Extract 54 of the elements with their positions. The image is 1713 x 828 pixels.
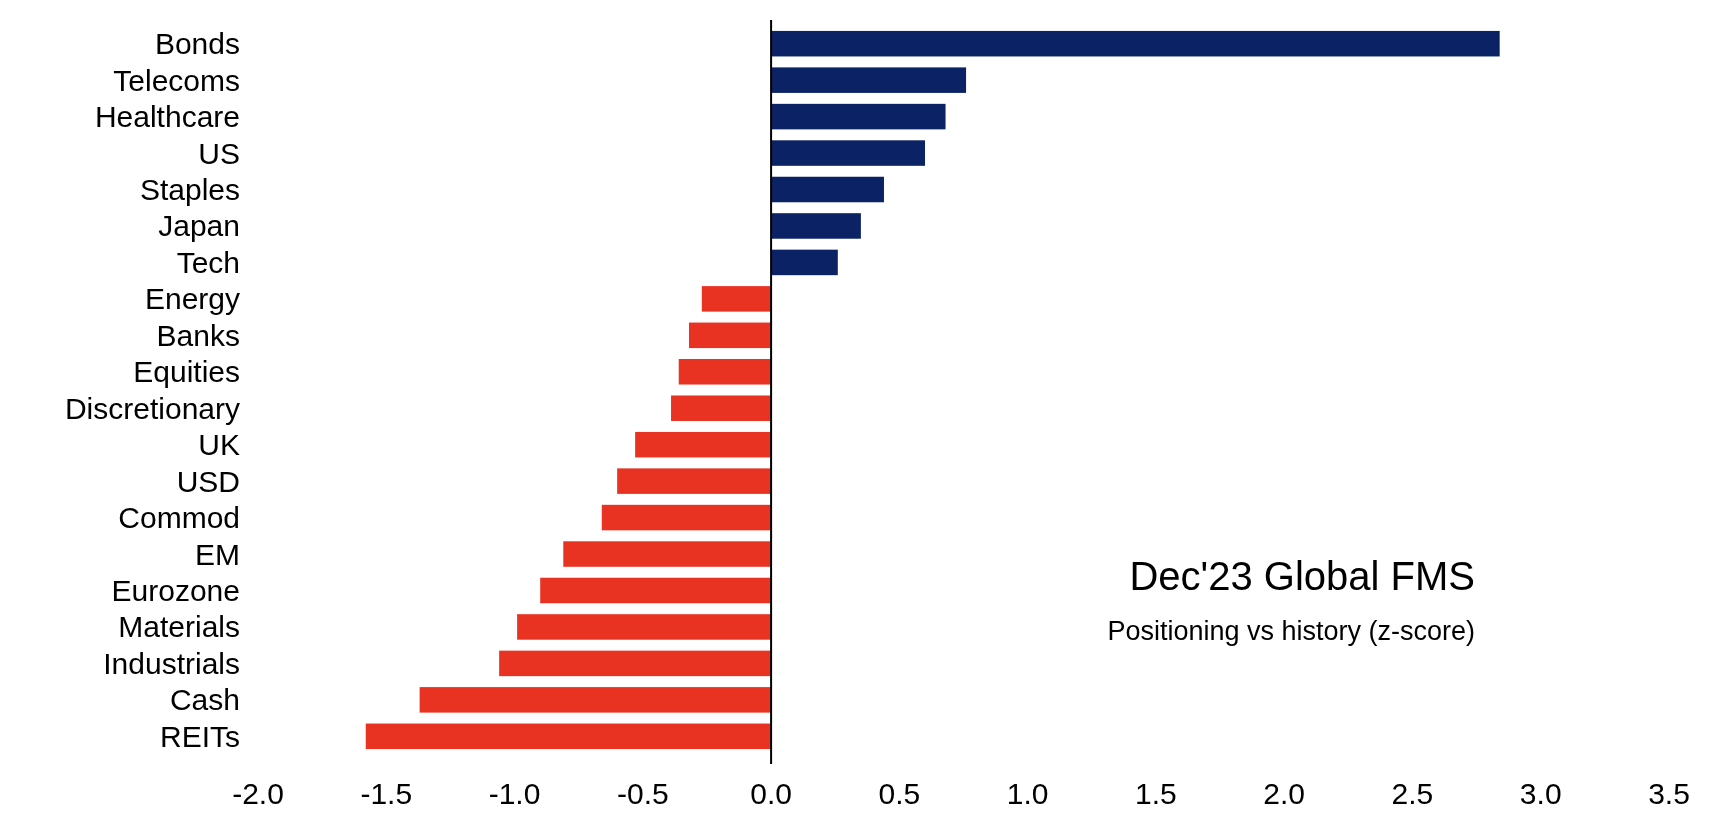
- y-tick-label: UK: [198, 428, 240, 462]
- y-tick-label: EM: [195, 537, 240, 571]
- x-tick-label: 1.0: [1006, 777, 1049, 810]
- bar: [499, 650, 772, 677]
- bar: [540, 577, 772, 604]
- bar: [601, 504, 772, 531]
- bar: [671, 395, 772, 421]
- y-tick-label: Cash: [169, 683, 240, 717]
- x-tick-label: -1.0: [488, 777, 541, 810]
- y-tick-label: Energy: [144, 282, 240, 316]
- x-tick-label: 0.0: [750, 777, 792, 810]
- bar: [563, 541, 772, 567]
- y-tick-label: Equities: [133, 355, 240, 389]
- x-tick-label: 1.5: [1135, 777, 1177, 810]
- y-tick-label: Staples: [139, 173, 240, 207]
- bar: [617, 468, 772, 494]
- bar: [419, 687, 772, 713]
- y-tick-label: Commod: [118, 501, 240, 535]
- y-tick-label: Discretionary: [64, 391, 240, 425]
- bar: [771, 30, 1500, 57]
- bar: [678, 359, 772, 385]
- x-tick-label: 0.5: [878, 777, 921, 810]
- text: Positioning vs history (z-score): [1107, 616, 1475, 646]
- bar: [701, 286, 772, 312]
- bar: [771, 103, 946, 130]
- y-tick-label: Banks: [156, 318, 240, 352]
- bar: [771, 249, 838, 276]
- x-tick-label: 2.0: [1263, 777, 1306, 810]
- bar: [365, 723, 772, 750]
- x-tick-label: -1.5: [360, 777, 413, 810]
- x-tick-label: 3.5: [1648, 777, 1690, 810]
- y-tick-label: Bonds: [154, 27, 240, 61]
- y-tick-label: Telecoms: [113, 63, 240, 97]
- x-tick-label: 2.5: [1391, 777, 1434, 810]
- bar: [635, 431, 772, 458]
- bar: [771, 67, 967, 93]
- bar: [771, 213, 861, 239]
- x-tick-label: 3.0: [1519, 777, 1562, 810]
- y-tick-label: Materials: [118, 610, 240, 644]
- y-tick-label: Japan: [158, 209, 240, 243]
- y-tick-label: Tech: [176, 245, 240, 279]
- bar: [517, 614, 772, 640]
- bar: [771, 176, 884, 203]
- y-tick-label: Eurozone: [111, 573, 240, 607]
- y-tick-label: USD: [176, 464, 240, 498]
- x-tick-label: -0.5: [616, 777, 669, 810]
- y-tick-label: REITs: [159, 719, 240, 753]
- text: Dec'23 Global FMS: [1129, 554, 1475, 598]
- y-tick-label: Industrials: [103, 646, 240, 680]
- bar: [689, 322, 772, 349]
- x-tick-label: -2.0: [232, 777, 284, 810]
- bar: [771, 140, 926, 166]
- y-tick-label: US: [198, 136, 240, 170]
- y-tick-label: Healthcare: [94, 100, 240, 134]
